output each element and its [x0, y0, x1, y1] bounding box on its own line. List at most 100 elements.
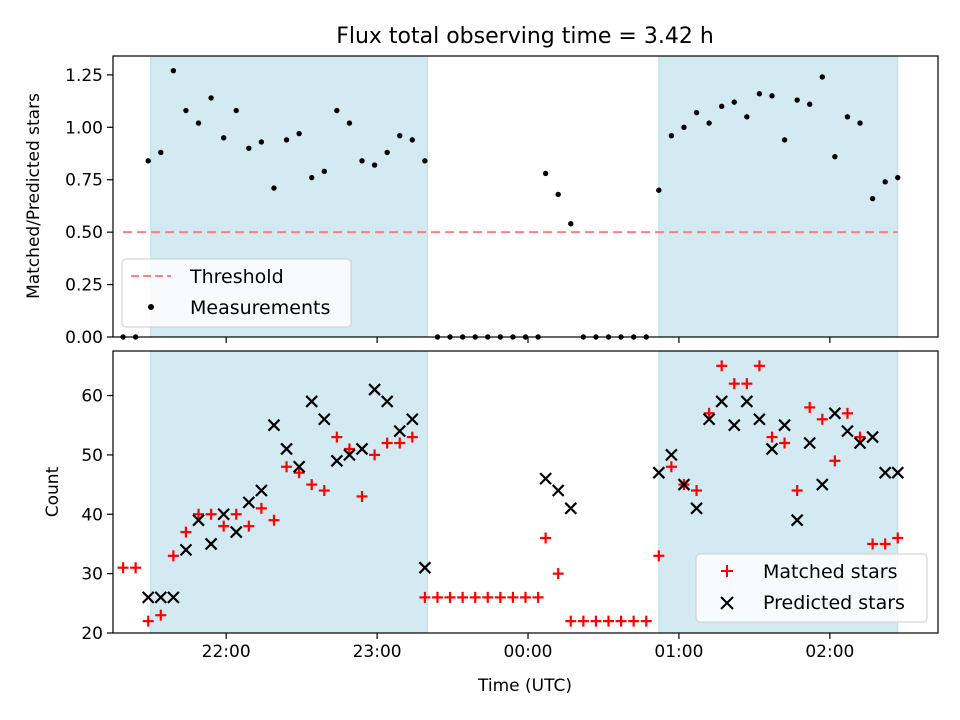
predicted-star-point [255, 484, 268, 497]
matched-star-point [615, 615, 627, 627]
predicted-star-point [841, 424, 854, 438]
matched-star-point [167, 550, 179, 562]
matched-star-point [766, 431, 778, 443]
matched-star-point [155, 609, 167, 621]
legend-matched-label: Matched stars [763, 561, 897, 583]
matched-star-point [381, 437, 393, 449]
matched-star-point [142, 615, 154, 627]
predicted-star-point [418, 561, 432, 574]
bottom-panel-y-axis-label: Count [43, 466, 63, 517]
predicted-star-point [816, 478, 829, 491]
measurement-point [183, 107, 189, 114]
top-panel: 0.00 0.25 0.50 0.75 1.00 1.25 Matched/Predict… [24, 55, 939, 348]
shaded-interval [150, 350, 428, 634]
y-tick-label: 30 [81, 565, 103, 585]
top-panel-frame [112, 55, 939, 338]
measurement-point [693, 109, 700, 116]
matched-star-point [444, 591, 456, 603]
predicted-star-point [652, 466, 666, 479]
x-tick-label: 00:00 [504, 642, 553, 662]
legend-predicted-swatch [720, 596, 734, 610]
predicted-star-point [305, 395, 318, 408]
predicted-star-point [406, 412, 419, 426]
measurement-point [145, 158, 151, 164]
y-tick-label: 0.00 [65, 328, 103, 348]
measurement-point [781, 137, 788, 143]
matched-star-point [879, 538, 891, 550]
matched-star-point [565, 615, 577, 627]
matched-star-point [255, 502, 267, 514]
matched-star-point [419, 591, 431, 603]
matched-star-point [469, 591, 481, 603]
measurement-point [321, 168, 327, 175]
legend-matched-swatch [721, 565, 733, 577]
matched-star-point [394, 437, 406, 449]
measurement-point [309, 174, 315, 181]
matched-star-point [507, 591, 519, 603]
y-tick-label: 50 [81, 446, 103, 466]
bottom-panel-y-axis: 20 30 40 50 60 [81, 387, 113, 644]
predicted-star-point [204, 537, 218, 551]
measurement-point [397, 132, 403, 139]
measurement-point [744, 114, 750, 120]
measurement-point [706, 120, 712, 126]
predicted-star-point [551, 484, 565, 497]
matched-star-point [117, 562, 129, 574]
y-tick-label: 0.25 [65, 276, 103, 296]
legend-threshold-label: Threshold [189, 266, 284, 288]
measurement-point [208, 95, 214, 101]
bottom-panel-marks [117, 360, 905, 627]
matched-star-point [193, 508, 205, 520]
measurement-point [807, 101, 813, 107]
matched-star-point [356, 490, 368, 502]
measurement-point [731, 99, 737, 105]
measurement-point [869, 195, 876, 202]
matched-star-point [892, 532, 904, 544]
predicted-star-point [141, 591, 155, 604]
predicted-star-point [380, 395, 394, 408]
measurement-point [769, 93, 775, 99]
matched-star-point [205, 508, 217, 520]
bottom-panel: 20 30 40 50 60 22:00 23:00 00:00 01:00 02:00 Cou… [43, 350, 939, 662]
predicted-star-point [368, 383, 381, 396]
predicted-star-point [803, 436, 817, 450]
measurement-point [832, 153, 838, 160]
top-panel-x-axis [225, 337, 831, 343]
matched-star-point [867, 538, 879, 550]
measurement-point [857, 120, 863, 126]
predicted-star-point [715, 395, 728, 408]
measurement-point [882, 179, 888, 185]
matched-star-point [180, 526, 192, 538]
y-tick-label: 0.75 [65, 171, 103, 191]
measurement-point [283, 137, 290, 143]
matched-star-point [230, 508, 242, 520]
matched-star-point [829, 455, 841, 467]
matched-star-point [369, 449, 381, 461]
measurement-point [246, 145, 252, 151]
predicted-star-point [393, 424, 407, 438]
legend-measurements-label: Measurements [190, 297, 330, 319]
shaded-interval [658, 55, 899, 338]
x-tick-label: 01:00 [654, 642, 703, 662]
measurement-point [422, 158, 428, 164]
matched-star-point [804, 401, 816, 413]
legend-predicted-label: Predicted stars [763, 592, 905, 614]
y-tick-label: 1.25 [65, 66, 103, 86]
measurement-point [656, 187, 662, 193]
matched-star-point [431, 591, 443, 603]
predicted-star-point [167, 591, 180, 604]
matched-star-point [854, 431, 866, 443]
y-tick-label: 40 [81, 505, 103, 525]
matched-star-point [741, 378, 753, 390]
y-tick-label: 60 [81, 387, 103, 407]
matched-star-point [841, 407, 853, 419]
matched-star-point [281, 461, 293, 473]
matched-star-point [577, 615, 589, 627]
measurement-point [334, 107, 340, 114]
matched-star-point [520, 591, 531, 603]
top-panel-legend: Threshold Measurements [121, 258, 352, 328]
measurement-point [718, 103, 725, 110]
matched-star-point [716, 360, 728, 372]
matched-star-point [130, 562, 142, 574]
